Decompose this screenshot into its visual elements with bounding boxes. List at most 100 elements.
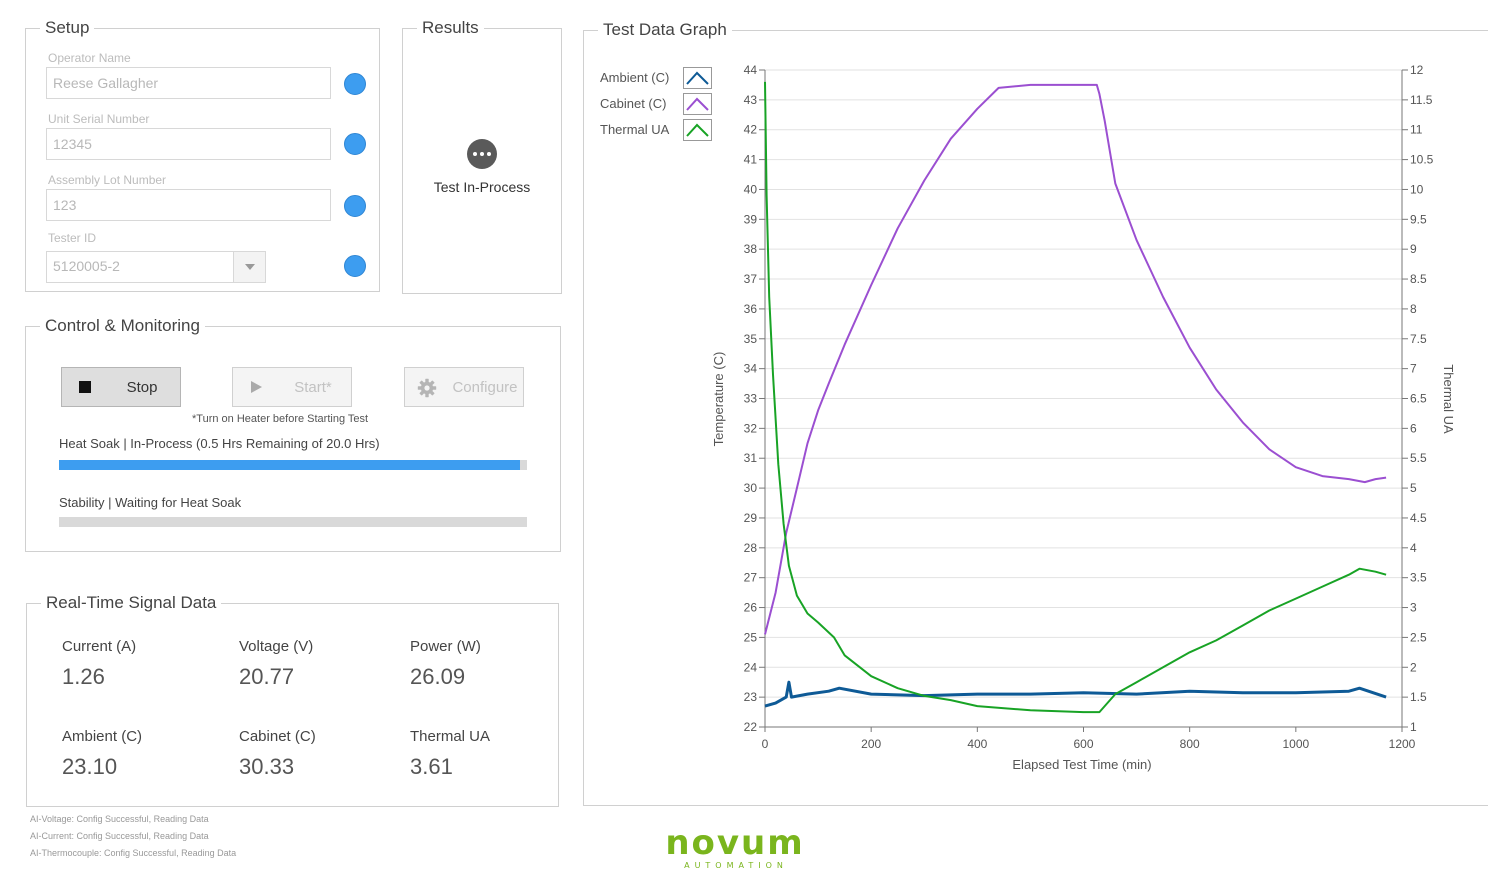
y2-tick-label: 6.5 — [1410, 392, 1427, 406]
cabinet-series-line — [764, 83, 1387, 635]
results-panel: Results Test In-Process — [402, 18, 562, 294]
y2-tick-label: 4.5 — [1410, 511, 1427, 525]
thermocouple-config-status: AI-Thermocouple: Config Successful, Read… — [30, 848, 237, 858]
graph-panel: Test Data Graph — [583, 20, 1488, 806]
y2-axis-label: Thermal UA — [1441, 364, 1456, 434]
operator-name-label: Operator Name — [48, 51, 131, 65]
y-axis-label: Temperature (C) — [711, 352, 726, 447]
lot-status-indicator — [344, 195, 366, 217]
y-tick-label: 32 — [744, 421, 758, 435]
y2-tick-label: 11 — [1410, 123, 1423, 137]
y-tick-label: 36 — [744, 302, 758, 316]
stop-button[interactable]: Stop — [61, 367, 181, 407]
operator-status-indicator — [344, 73, 366, 95]
chevron-down-icon[interactable] — [233, 252, 265, 282]
results-title: Results — [417, 18, 484, 38]
y2-tick-label: 7.5 — [1410, 332, 1427, 346]
y2-tick-label: 2 — [1410, 660, 1417, 674]
operator-name-input[interactable] — [46, 67, 331, 99]
y2-tick-label: 3.5 — [1410, 571, 1427, 585]
results-status: Test In-Process — [433, 179, 531, 195]
y2-tick-label: 10.5 — [1410, 153, 1434, 167]
serial-status-indicator — [344, 133, 366, 155]
heat-soak-status: Heat Soak | In-Process (0.5 Hrs Remainin… — [59, 436, 380, 451]
y-tick-label: 43 — [744, 93, 758, 107]
y-tick-label: 24 — [744, 660, 758, 674]
stability-progress-bar — [59, 517, 527, 527]
y-tick-label: 27 — [744, 571, 758, 585]
y2-tick-label: 8.5 — [1410, 272, 1427, 286]
serial-number-input[interactable] — [46, 128, 331, 160]
y2-tick-label: 12 — [1410, 63, 1424, 77]
gear-icon — [417, 378, 437, 402]
y2-tick-label: 8 — [1410, 302, 1417, 316]
x-axis-label: Elapsed Test Time (min) — [1012, 757, 1151, 772]
y2-tick-label: 1.5 — [1410, 690, 1427, 704]
legend-thermal-label: Thermal UA — [600, 122, 670, 137]
graph-title: Test Data Graph — [598, 20, 732, 40]
y-tick-label: 39 — [744, 212, 758, 226]
current-label: Current (A) — [62, 638, 137, 655]
thermal-ua-series-line — [764, 81, 1387, 714]
legend-ambient-icon[interactable] — [683, 67, 712, 89]
x-tick-label: 1000 — [1282, 737, 1309, 751]
y2-tick-label: 9 — [1410, 242, 1417, 256]
heat-soak-progress-fill — [59, 460, 520, 470]
y-tick-label: 40 — [744, 182, 758, 196]
control-title: Control & Monitoring — [40, 316, 205, 336]
lot-number-label: Assembly Lot Number — [48, 173, 167, 187]
y2-tick-label: 6 — [1410, 421, 1417, 435]
y-tick-label: 28 — [744, 541, 758, 555]
tester-id-value: 5120005-2 — [53, 258, 120, 274]
legend-cabinet-icon[interactable] — [683, 93, 712, 115]
serial-number-label: Unit Serial Number — [48, 112, 150, 126]
configure-button[interactable]: Configure — [404, 367, 524, 407]
heater-note: *Turn on Heater before Starting Test — [192, 413, 369, 425]
logo-wordmark: novum — [665, 824, 804, 863]
power-label: Power (W) — [410, 638, 481, 655]
y2-tick-label: 3 — [1410, 601, 1417, 615]
y-tick-label: 34 — [744, 362, 758, 376]
x-tick-label: 800 — [1180, 737, 1200, 751]
y2-tick-label: 2.5 — [1410, 630, 1427, 644]
legend-thermal-icon[interactable] — [683, 119, 712, 141]
current-config-status: AI-Current: Config Successful, Reading D… — [30, 831, 209, 841]
voltage-value: 20.77 — [239, 664, 295, 689]
current-value: 1.26 — [62, 664, 105, 689]
y-tick-label: 38 — [744, 242, 758, 256]
play-icon — [249, 380, 263, 398]
y-tick-label: 42 — [744, 123, 758, 137]
stop-icon — [78, 380, 92, 398]
setup-panel: Setup Operator Name Unit Serial Number A… — [25, 18, 380, 292]
tester-status-indicator — [344, 255, 366, 277]
x-tick-label: 200 — [861, 737, 881, 751]
tester-id-select[interactable]: 5120005-2 — [46, 251, 266, 283]
x-tick-label: 600 — [1073, 737, 1093, 751]
stability-status: Stability | Waiting for Heat Soak — [59, 495, 242, 510]
ambient-series-line — [764, 680, 1387, 708]
power-value: 26.09 — [410, 664, 466, 689]
lot-number-input[interactable] — [46, 189, 331, 221]
ambient-value: 23.10 — [62, 754, 118, 779]
signal-panel: Real-Time Signal Data Current (A) 1.26 V… — [26, 593, 559, 807]
x-tick-label: 0 — [762, 737, 769, 751]
control-panel: Control & Monitoring Stop Start* — [25, 316, 561, 552]
stop-button-label: Stop — [126, 378, 158, 396]
start-button[interactable]: Start* — [232, 367, 352, 407]
y2-tick-label: 9.5 — [1410, 212, 1427, 226]
legend-cabinet-label: Cabinet (C) — [600, 96, 667, 111]
thermal-ua-value: 3.61 — [410, 754, 453, 779]
x-tick-label: 400 — [967, 737, 987, 751]
y-tick-label: 37 — [744, 272, 758, 286]
y-tick-label: 31 — [744, 451, 758, 465]
y-tick-label: 29 — [744, 511, 758, 525]
y2-tick-label: 5 — [1410, 481, 1417, 495]
signal-title: Real-Time Signal Data — [41, 593, 222, 613]
configure-button-label: Configure — [452, 378, 518, 396]
y2-tick-label: 1 — [1410, 720, 1417, 734]
start-button-label: Start* — [294, 378, 332, 396]
thermal-ua-label: Thermal UA — [410, 728, 491, 745]
ambient-label: Ambient (C) — [62, 728, 143, 745]
y-tick-label: 44 — [744, 63, 758, 77]
